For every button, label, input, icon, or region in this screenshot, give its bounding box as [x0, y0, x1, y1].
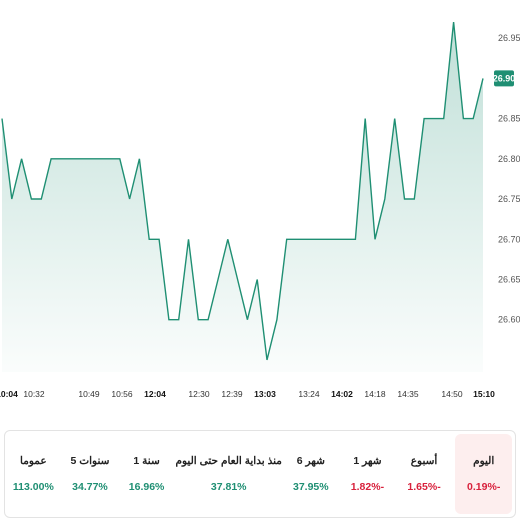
price-chart-svg[interactable]: 26.95 26.85 26.80 26.75 26.70 26.65 26.60 26.90… [0, 0, 520, 420]
performance-change-value: 37.95% [293, 481, 329, 493]
performance-change-value: 113.00% [12, 481, 54, 493]
performance-period-label: 6 شهر [296, 455, 325, 467]
performance-change-value: 34.77% [72, 481, 108, 493]
x-axis-tick-label: 12:39 [221, 389, 243, 399]
x-axis-tick-label: 10:56 [111, 389, 133, 399]
performance-tab[interactable]: 1 سنة 16.96% [118, 431, 175, 517]
x-axis-tick-label: 14:18 [364, 389, 386, 399]
price-chart[interactable]: 26.95 26.85 26.80 26.75 26.70 26.65 26.60 26.90… [0, 0, 520, 420]
performance-change-value: 37.81% [210, 481, 247, 493]
performance-tab[interactable]: 6 شهر 37.95% [283, 431, 340, 517]
x-axis-tick-label: 14:35 [397, 389, 419, 399]
y-axis-tick-label: 26.65 [498, 274, 520, 284]
performance-tab[interactable]: أسبوع 1.65%- [396, 431, 453, 517]
x-axis-tick-label: 14:50 [441, 389, 463, 399]
performance-period-label: 5 سنوات [70, 455, 110, 467]
performance-period-label: 1 شهر [353, 455, 382, 467]
y-axis-tick-label: 26.80 [498, 154, 520, 164]
performance-period-label: أسبوع [410, 455, 438, 467]
last-price-tag [494, 70, 514, 87]
x-axis-tick-label: 13:24 [298, 389, 320, 399]
price-area-fill [2, 22, 483, 372]
performance-tab[interactable]: عموما 113.00% [5, 431, 62, 517]
x-axis-tick-label: 10:32 [23, 389, 45, 399]
x-axis-tick-label: 14:02 [331, 389, 353, 399]
performance-tab[interactable]: 5 سنوات 34.77% [62, 431, 119, 517]
performance-period-label: 1 سنة [133, 455, 160, 467]
price-line [1, 22, 484, 361]
x-axis-tick-label: 10:49 [78, 389, 100, 399]
performance-change-value: 16.96% [128, 481, 165, 493]
y-axis-tick-label: 26.60 [498, 315, 520, 325]
x-axis-tick-label: 10:04 [0, 389, 18, 399]
x-axis-tick-label: 13:03 [254, 389, 276, 399]
performance-tab[interactable]: منذ بداية العام حتى اليوم 37.81% [175, 431, 283, 517]
x-axis-tick-label: 12:30 [188, 389, 210, 399]
y-axis-tick-label: 26.85 [498, 114, 520, 124]
last-price-label: 26.90 [493, 73, 516, 83]
y-axis-tick-label: 26.70 [498, 234, 520, 244]
y-axis-tick-label: 26.95 [498, 33, 520, 43]
y-axis-tick-label: 26.75 [498, 194, 520, 204]
performance-period-label: اليوم [473, 455, 495, 467]
performance-tab[interactable]: 1 شهر 1.82%- [339, 431, 396, 517]
performance-panel: اليوم 0.19%- أسبوع 1.65%- 1 شهر 1.82%- 6 شهر 37… [4, 430, 516, 518]
performance-period-label: منذ بداية العام حتى اليوم [175, 455, 282, 467]
performance-change-value: 1.82%- [350, 481, 385, 493]
performance-change-value: 0.19%- [467, 481, 501, 493]
x-axis-tick-label: 12:04 [144, 389, 166, 399]
performance-period-label: عموما [20, 455, 47, 467]
performance-tab[interactable]: اليوم 0.19%- [455, 434, 512, 514]
x-axis-tick-label: 15:10 [473, 389, 495, 399]
performance-change-value: 1.65%- [407, 481, 441, 493]
